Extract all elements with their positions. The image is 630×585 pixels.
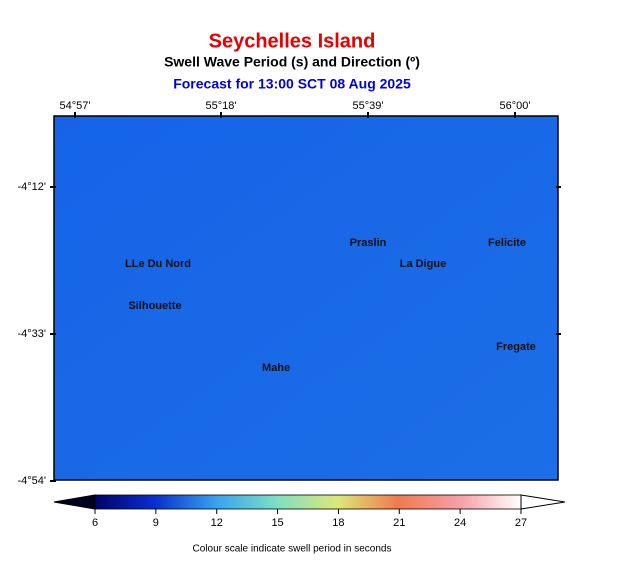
colorbar-high-arrow [520,494,566,510]
longitude-label: 55°39' [353,100,384,112]
map-ticks [50,112,561,482]
colorbar-tick-label: 6 [92,517,98,529]
title: Seychelles Island [209,30,376,52]
colorbar-tick-label: 9 [153,517,159,529]
colorbar-ticks: 6 9 12 15 18 21 24 27 [92,509,527,529]
place-label: La Digue [400,258,446,270]
latitude-label: -4°33' [17,328,46,340]
place-label: Felicite [488,237,526,249]
colorbar-tick-label: 21 [393,517,405,529]
longitude-label: 55°18' [206,100,237,112]
latitude-label: -4°54' [17,475,46,487]
colorbar-tick-label: 24 [454,517,466,529]
colorbar-tick-label: 15 [271,517,283,529]
colorbar-caption: Colour scale indicate swell period in se… [193,544,392,555]
forecast: Forecast for 13:00 SCT 08 Aug 2025 [173,76,411,92]
colorbar-low-arrow [53,494,96,510]
place-label: Fregate [496,341,536,353]
colorbar-tick-label: 18 [332,517,344,529]
colorbar-tick-label: 12 [211,517,223,529]
place-label: LLe Du Nord [125,258,191,270]
place-label: Silhouette [128,300,181,312]
subtitle: Swell Wave Period (s) and Direction (º) [164,54,420,70]
latitude-label: -4°12' [17,181,46,193]
colorbar [94,494,522,510]
longitude-label: 54°57' [60,100,91,112]
place-label: Mahe [262,362,290,374]
longitude-label: 56°00' [500,100,531,112]
place-label: Praslin [350,237,387,249]
map-area [53,115,559,481]
colorbar-tick-label: 27 [515,517,527,529]
